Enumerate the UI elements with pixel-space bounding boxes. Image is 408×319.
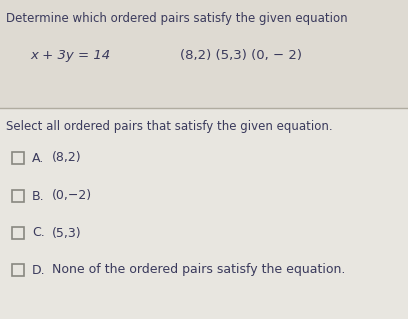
Text: Select all ordered pairs that satisfy the given equation.: Select all ordered pairs that satisfy th… [6, 120, 333, 133]
Text: Determine which ordered pairs satisfy the given equation: Determine which ordered pairs satisfy th… [6, 12, 348, 25]
Text: None of the ordered pairs satisfy the equation.: None of the ordered pairs satisfy the eq… [52, 263, 346, 277]
Text: (5,3): (5,3) [52, 226, 82, 240]
Bar [12, 152, 24, 164]
Text: (8,2) (5,3) (0, − 2): (8,2) (5,3) (0, − 2) [180, 48, 302, 62]
Bar [12, 264, 24, 276]
Text: C.: C. [32, 226, 45, 240]
Text: B.: B. [32, 189, 44, 203]
Text: A.: A. [32, 152, 44, 165]
Bar [12, 190, 24, 202]
Text: (8,2): (8,2) [52, 152, 82, 165]
Bar [12, 227, 24, 239]
Bar [0, 108, 408, 319]
Text: x + 3y = 14: x + 3y = 14 [30, 48, 110, 62]
Bar [0, 0, 408, 108]
Text: D.: D. [32, 263, 46, 277]
Text: (0,−2): (0,−2) [52, 189, 92, 203]
